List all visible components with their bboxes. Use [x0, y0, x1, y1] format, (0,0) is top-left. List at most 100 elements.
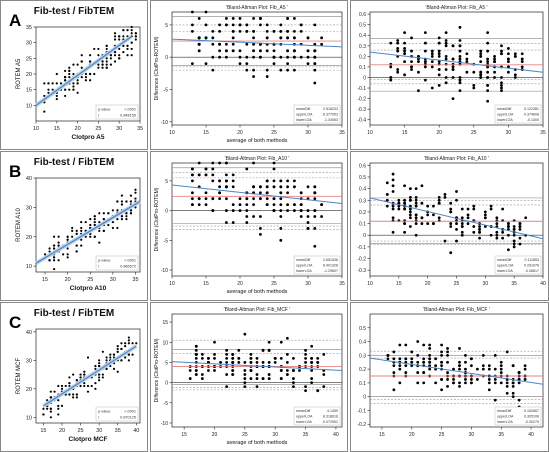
data-point — [389, 76, 393, 79]
data-point — [518, 225, 522, 228]
data-point — [472, 225, 476, 228]
data-point — [79, 384, 82, 388]
data-point — [444, 54, 448, 58]
data-point — [127, 336, 130, 339]
data-point — [225, 221, 228, 224]
x-tick-label: 40 — [133, 428, 139, 434]
data-point — [231, 29, 235, 33]
stat-label: lowerLOA — [497, 269, 513, 273]
y-tick-label: 0.1 — [359, 222, 366, 228]
y-tick-label: 5 — [165, 23, 168, 29]
data-point — [191, 62, 194, 66]
y-tick-label: 5 — [165, 360, 168, 366]
data-point — [116, 226, 119, 230]
data-point — [245, 68, 249, 72]
data-point — [414, 213, 418, 217]
data-point — [135, 342, 138, 345]
ba-title: 'Bland-Altman Plot: Fib_A5 ' — [226, 5, 288, 11]
data-point — [397, 198, 401, 202]
data-point — [403, 222, 406, 225]
stat-label: meanDiff — [497, 107, 511, 111]
data-point — [43, 82, 46, 85]
data-point — [131, 353, 134, 356]
data-point — [51, 88, 54, 91]
data-point — [225, 55, 228, 59]
data-point — [310, 356, 314, 360]
data-point — [389, 78, 393, 82]
data-point — [420, 216, 424, 220]
data-point — [105, 66, 108, 69]
stat-value: -1.34063 — [324, 118, 338, 122]
data-point — [299, 55, 303, 59]
data-point — [443, 239, 447, 243]
data-point — [68, 72, 71, 76]
data-point — [118, 38, 121, 41]
data-point — [437, 83, 441, 87]
data-point — [501, 236, 505, 240]
data-point — [310, 381, 314, 385]
data-point — [475, 367, 479, 371]
data-point — [84, 220, 87, 224]
data-point — [414, 222, 418, 225]
data-point — [204, 62, 208, 66]
data-point — [197, 173, 201, 177]
data-point — [57, 384, 60, 388]
y-tick-label: -0.1 — [357, 408, 366, 414]
y-tick-label: 0 — [165, 55, 168, 61]
data-point — [225, 173, 228, 177]
x-tick-label: 25 — [95, 126, 101, 132]
data-point — [320, 42, 323, 46]
data-point — [444, 44, 448, 48]
data-point — [483, 213, 487, 217]
data-point — [279, 197, 283, 201]
data-point — [524, 216, 528, 220]
data-point — [403, 184, 406, 188]
data-point — [437, 60, 441, 64]
data-point — [460, 233, 464, 237]
data-point — [306, 215, 310, 218]
data-point — [501, 207, 505, 211]
data-point — [231, 221, 235, 224]
y-tick-label: 0.1 — [359, 65, 366, 71]
data-point — [109, 57, 112, 60]
data-point — [102, 212, 105, 215]
data-point — [122, 50, 125, 54]
stat-label: p-value — [98, 108, 110, 112]
data-point — [249, 352, 253, 356]
data-point — [444, 39, 448, 42]
stat-label: p-value — [98, 259, 110, 263]
data-point — [495, 216, 499, 220]
data-point — [451, 68, 455, 71]
x-tick-label: 25 — [78, 428, 84, 434]
data-point — [101, 373, 104, 376]
data-point — [204, 36, 208, 40]
data-point — [47, 88, 50, 91]
data-point — [410, 65, 413, 69]
data-point — [479, 76, 483, 79]
data-point — [472, 86, 476, 90]
data-point — [451, 76, 455, 79]
data-point — [286, 209, 289, 212]
data-point — [225, 373, 229, 376]
x-tick-label: 25 — [271, 130, 277, 136]
y-tick-label: 30 — [26, 41, 32, 47]
data-point — [231, 209, 235, 212]
data-point — [475, 378, 479, 381]
data-point — [231, 23, 235, 27]
data-point — [213, 352, 216, 356]
data-point — [126, 29, 129, 32]
stats-box — [95, 255, 139, 271]
data-point — [279, 209, 283, 212]
ba-title: 'Bland-Altman Plot: Fib_A10 ' — [424, 156, 489, 162]
bland-altman-abs-panel: 'Bland-Altman Plot: Fib_MCF ' 15 20 25 30 35 4… — [154, 307, 343, 446]
data-point — [191, 10, 194, 14]
y-tick-label: -0.2 — [357, 257, 366, 263]
data-point — [231, 42, 235, 46]
data-point — [126, 44, 129, 47]
data-point — [479, 70, 483, 74]
data-point — [493, 353, 497, 357]
stat-label: upperLOA — [296, 113, 313, 117]
data-point — [249, 369, 253, 372]
data-point — [191, 167, 194, 171]
data-point — [255, 385, 259, 389]
